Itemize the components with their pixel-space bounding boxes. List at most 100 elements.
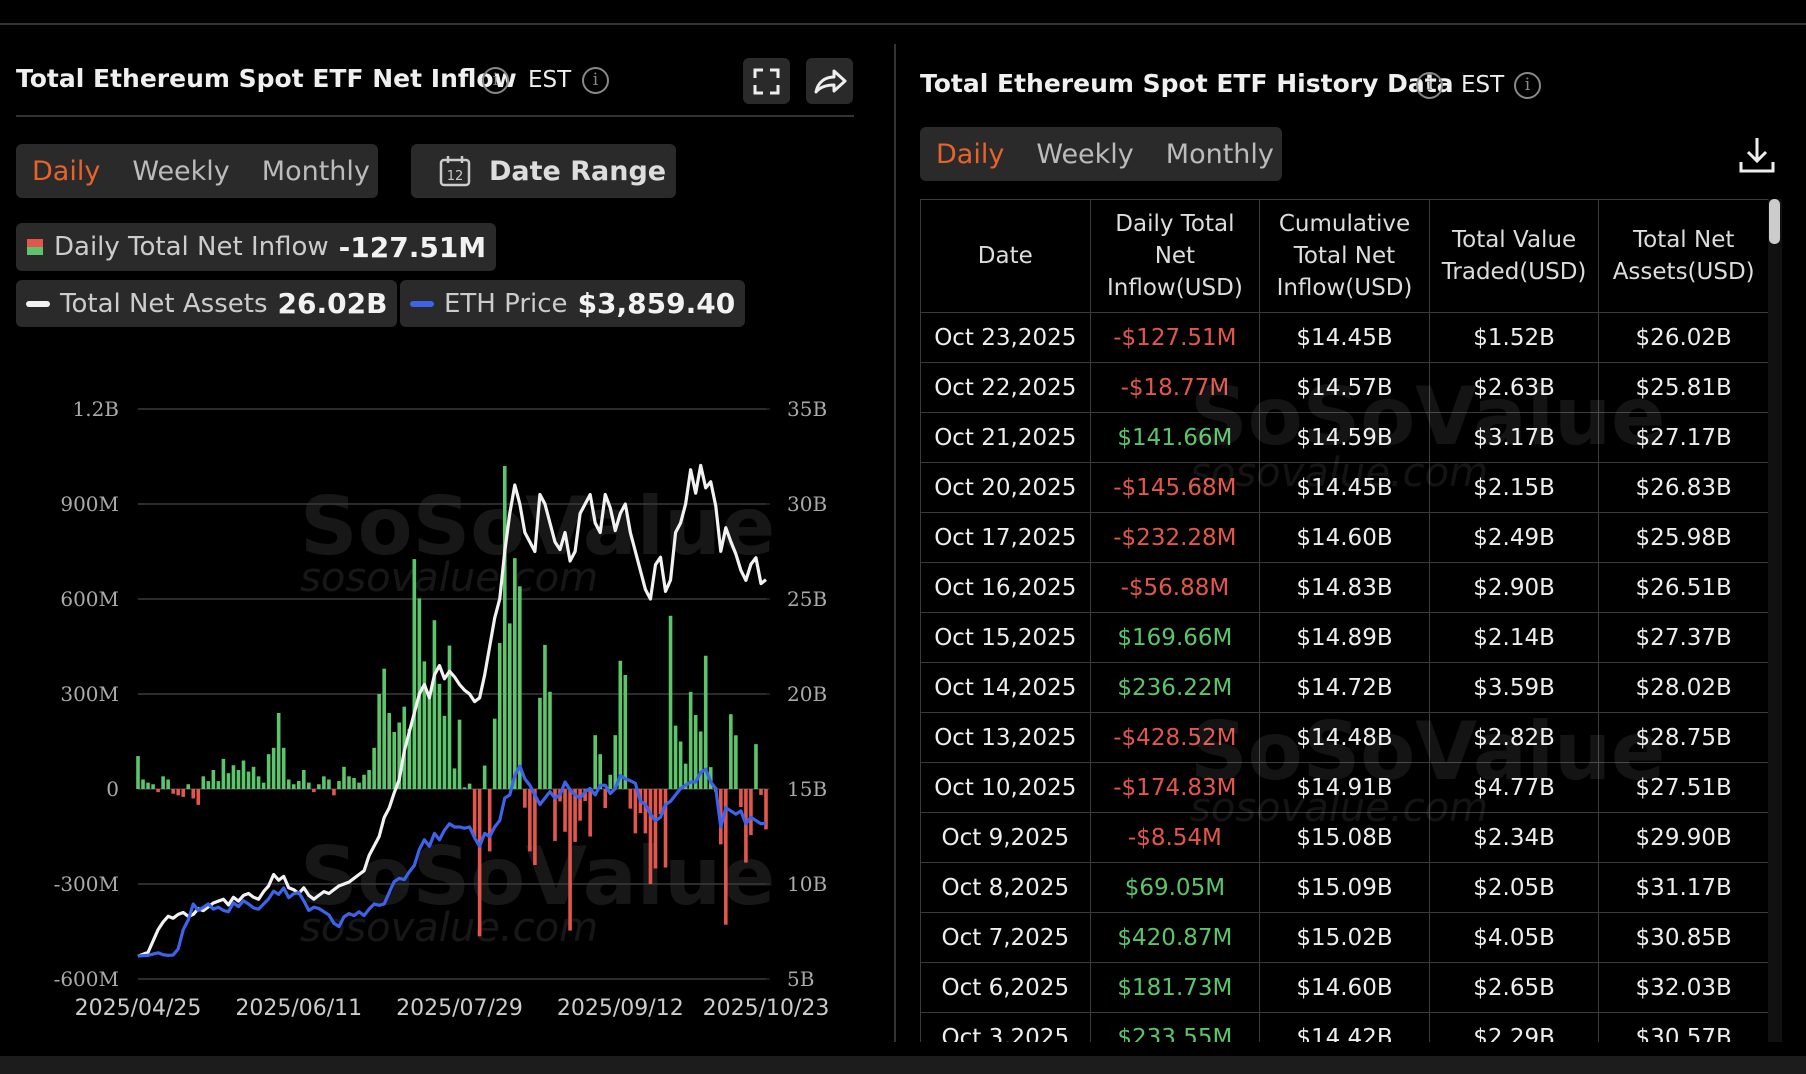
bar — [347, 776, 351, 789]
bar — [271, 747, 276, 789]
legend-chip[interactable]: Daily Total Net Inflow -127.51M — [16, 223, 497, 271]
share-button[interactable] — [806, 58, 853, 104]
table-cell: Oct 14,2025 — [920, 662, 1091, 713]
y-tick-label: 1.2B — [72, 397, 119, 421]
bar — [618, 660, 623, 789]
table-cell: Oct 7,2025 — [920, 912, 1091, 963]
bar — [573, 789, 577, 842]
table-cell: $4.05B — [1428, 912, 1600, 963]
column-header: Total Value Traded(USD) — [1428, 199, 1600, 313]
right-title: Total Ethereum Spot ETF History Data — [920, 69, 1454, 98]
bar — [387, 713, 391, 789]
tab[interactable]: Daily — [936, 138, 1005, 170]
bar — [754, 744, 758, 789]
column-header: Date — [920, 199, 1091, 313]
bar — [487, 789, 492, 852]
table-cell: Oct 23,2025 — [920, 312, 1091, 363]
table-cell: -$127.51M — [1089, 312, 1261, 363]
table-cell: $14.83B — [1259, 562, 1430, 613]
y2-tick-label: 25B — [787, 587, 827, 611]
bar — [377, 694, 381, 789]
bar — [588, 789, 592, 837]
bar — [407, 728, 412, 789]
bar — [186, 784, 191, 789]
table-cell: $2.14B — [1428, 612, 1600, 663]
table-cell: $32.03B — [1598, 962, 1768, 1013]
tab[interactable]: Monthly — [1165, 138, 1274, 170]
legend-icon — [410, 300, 434, 307]
table-cell: $233.55M — [1089, 1012, 1261, 1042]
bar — [191, 789, 196, 799]
tab[interactable]: Daily — [32, 155, 101, 187]
table-row: Oct 13,2025 -$428.52M $14.48B $2.82B $28.75B — [920, 712, 1768, 763]
bar — [161, 776, 165, 789]
bar — [568, 789, 572, 931]
download-button[interactable] — [1738, 135, 1776, 175]
bar — [241, 760, 246, 789]
legend-value: 26.02B — [277, 287, 388, 320]
table-cell: -$174.83M — [1089, 762, 1261, 813]
watermark-url: sosovalue.com — [1190, 450, 1489, 496]
legend-chip[interactable]: Total Net Assets 26.02B — [16, 280, 398, 327]
legend-chip[interactable]: ETH Price $3,859.40 — [400, 280, 746, 327]
watermark: SoSoValue — [300, 830, 776, 923]
table-row: Oct 7,2025 $420.87M $15.02B $4.05B $30.85B — [920, 912, 1768, 963]
bar — [513, 558, 517, 789]
table-cell: -$232.28M — [1089, 512, 1261, 563]
left-tabs: Daily Weekly Monthly — [16, 144, 378, 198]
info-icon[interactable]: i — [482, 67, 509, 94]
date-range-button[interactable]: 12 Date Range — [411, 144, 676, 198]
table-cell: $3.17B — [1428, 412, 1600, 463]
left-title: Total Ethereum Spot ETF Net Inflow — [16, 64, 517, 93]
y-tick-label: 0 — [106, 777, 119, 801]
table-cell: $28.02B — [1598, 662, 1768, 713]
x-tick-label: 2025/09/12 — [557, 996, 684, 1021]
top-border — [0, 23, 1806, 25]
bar — [437, 683, 442, 789]
table-cell: $2.05B — [1428, 862, 1600, 913]
table-viewport: Date Daily Total Net Inflow(USD) Cumulativ… — [920, 199, 1768, 1042]
bar — [688, 691, 693, 789]
table-cell: Oct 10,2025 — [920, 762, 1091, 813]
tab[interactable]: Weekly — [1036, 138, 1134, 170]
info-icon[interactable]: i — [582, 67, 609, 94]
scrollbar-track — [1768, 199, 1782, 1042]
bar — [543, 644, 547, 789]
info-icon[interactable]: i — [1416, 72, 1443, 99]
bar — [226, 773, 231, 789]
table-cell: $14.45B — [1259, 312, 1430, 363]
bar — [744, 789, 748, 863]
bottom-bar — [0, 1056, 1806, 1074]
bar — [281, 747, 286, 789]
fullscreen-button[interactable] — [743, 58, 790, 104]
table-cell: $2.90B — [1428, 562, 1600, 613]
bar — [397, 722, 402, 789]
table-cell: Oct 20,2025 — [920, 462, 1091, 513]
bar — [482, 765, 487, 789]
divider — [16, 115, 854, 117]
y-tick-label: 900M — [60, 492, 119, 516]
table-cell: $14.72B — [1259, 662, 1430, 713]
tab[interactable]: Weekly — [132, 155, 230, 187]
tab[interactable]: Monthly — [261, 155, 370, 187]
bar — [703, 655, 708, 789]
bar — [136, 756, 140, 789]
bar — [367, 770, 371, 789]
table-row: Oct 22,2025 -$18.77M $14.57B $2.63B $25.81B — [920, 362, 1768, 413]
bar — [673, 725, 678, 789]
bar — [467, 783, 472, 789]
bar — [156, 789, 160, 793]
bar — [739, 789, 743, 808]
bar — [633, 789, 638, 834]
table-cell: $28.75B — [1598, 712, 1768, 763]
bar — [623, 675, 628, 789]
info-icon[interactable]: i — [1514, 72, 1541, 99]
watermark-url: sosovalue.com — [1190, 785, 1489, 831]
table-cell: -$428.52M — [1089, 712, 1261, 763]
table-cell: $1.52B — [1428, 312, 1600, 363]
scrollbar-thumb[interactable] — [1769, 199, 1780, 244]
bar — [734, 735, 738, 789]
bar — [603, 789, 608, 808]
table-cell: $15.09B — [1259, 862, 1430, 913]
table-cell: $2.65B — [1428, 962, 1600, 1013]
